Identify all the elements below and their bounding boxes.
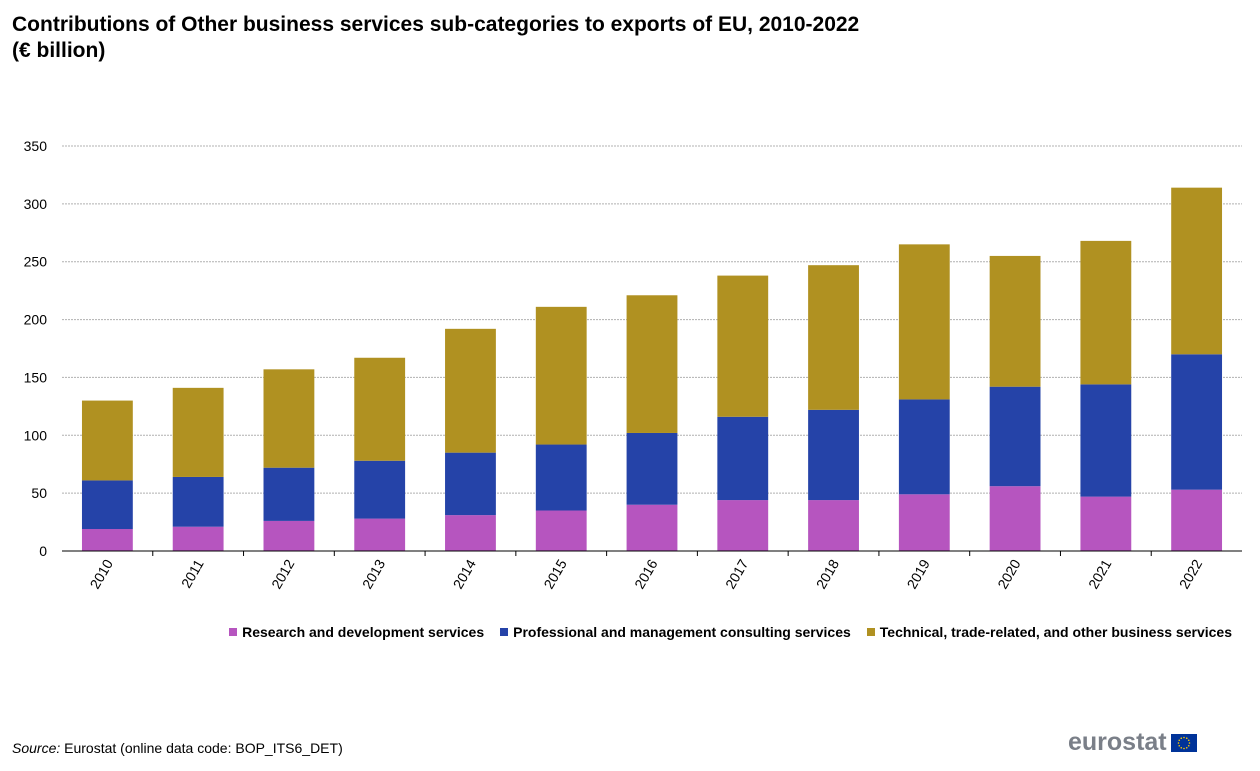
- legend-swatch: [866, 628, 875, 636]
- bar-segment-research: [1171, 489, 1223, 551]
- source-text: Eurostat (online data code: BOP_ITS6_DET…: [60, 740, 343, 756]
- chart-title: Contributions of Other business services…: [12, 12, 859, 64]
- x-tick-label: 2010: [87, 556, 117, 591]
- bar-segment-technical: [1171, 187, 1223, 355]
- y-tick-label: 350: [24, 138, 48, 154]
- flag-star: [1182, 736, 1185, 738]
- bar-segment-professional: [626, 432, 678, 505]
- bar-segment-research: [445, 515, 496, 551]
- legend: Research and development services Profess…: [0, 624, 1232, 640]
- axes: 0 50 100 150 200 250 300 350 2010 2011 2012 2013 201…: [24, 138, 1242, 591]
- x-tick-label: 2016: [631, 556, 661, 591]
- flag-star: [1185, 746, 1188, 749]
- bar-segment-technical: [626, 295, 678, 433]
- bar-segment-technical: [354, 357, 406, 461]
- flag-star: [1178, 744, 1180, 747]
- bar-segment-professional: [81, 480, 133, 530]
- bar-segment-professional: [172, 476, 224, 527]
- x-tick-label: 2015: [540, 556, 570, 591]
- bar-segment-research: [81, 529, 133, 551]
- legend-item: Professional and management consulting s…: [500, 624, 851, 640]
- x-tick-label: 2018: [813, 556, 843, 591]
- bar-segment-research: [808, 500, 859, 551]
- bar-segment-technical: [535, 306, 587, 445]
- x-tick-label: 2017: [722, 556, 752, 591]
- y-tick-label: 0: [39, 543, 47, 559]
- bar-segment-professional: [354, 460, 406, 519]
- bar-segment-research: [626, 504, 678, 551]
- bar-segment-technical: [898, 244, 950, 400]
- bar-segment-professional: [1080, 384, 1132, 497]
- flag-star: [1180, 746, 1182, 749]
- flag-star: [1177, 741, 1179, 744]
- flag-star: [1187, 744, 1190, 747]
- bar-segment-research: [989, 486, 1041, 551]
- legend-item: Research and development services: [229, 624, 484, 640]
- flag-star: [1182, 747, 1185, 749]
- flag-star: [1188, 741, 1190, 744]
- chart-title-line1: Contributions of Other business services…: [12, 13, 860, 36]
- bar-segment-professional: [535, 444, 587, 511]
- x-tick-label: 2011: [178, 556, 207, 590]
- legend-label: Technical, trade-related, and other busi…: [879, 624, 1232, 640]
- y-tick-label: 100: [24, 427, 48, 443]
- flag-star: [1180, 736, 1182, 739]
- eu-flag-icon: [1170, 733, 1197, 752]
- bar-segment-professional: [898, 399, 950, 495]
- bar-segment-professional: [263, 467, 315, 521]
- bar-segment-research: [535, 510, 587, 551]
- bar-segment-technical: [445, 328, 496, 453]
- legend-label: Professional and management consulting s…: [513, 624, 851, 640]
- x-tick-label: 2013: [359, 556, 389, 591]
- y-tick-label: 300: [24, 196, 48, 212]
- eurostat-logo: eurostat: [1068, 728, 1197, 757]
- bar-segment-professional: [989, 386, 1041, 487]
- y-tick-label: 250: [24, 254, 48, 270]
- bar-segment-technical: [172, 387, 224, 477]
- flag-star: [1185, 736, 1188, 739]
- bar-segment-research: [717, 500, 769, 551]
- flag-star: [1178, 738, 1180, 741]
- source-note: Source: Eurostat (online data code: BOP_…: [12, 740, 343, 756]
- logo-text: eurostat: [1068, 728, 1167, 756]
- bar-segment-professional: [717, 416, 769, 501]
- y-tick-label: 50: [31, 485, 47, 501]
- legend-label: Research and development services: [242, 624, 485, 640]
- y-tick-label: 200: [24, 312, 48, 328]
- bar-segment-technical: [81, 400, 133, 481]
- flag-star: [1187, 738, 1190, 741]
- bar-segment-professional: [1171, 354, 1223, 490]
- x-tick-label: 2014: [450, 556, 480, 591]
- bar-segment-research: [354, 518, 406, 551]
- source-label: Source:: [12, 740, 61, 756]
- legend-swatch: [500, 628, 509, 636]
- bar-segment-research: [263, 520, 315, 551]
- bar-segment-technical: [1080, 240, 1132, 385]
- bars: [81, 187, 1223, 551]
- legend-item: Technical, trade-related, and other busi…: [866, 624, 1232, 640]
- y-tick-label: 150: [24, 369, 48, 385]
- chart-title-line2: (€ billion): [12, 39, 106, 62]
- bar-segment-research: [172, 526, 224, 551]
- bar-segment-professional: [445, 452, 496, 516]
- x-tick-label: 2020: [994, 556, 1024, 591]
- stacked-bar-chart: 0 50 100 150 200 250 300 350 2010 2011 2012 2013 201…: [24, 138, 1242, 591]
- legend-swatch: [229, 628, 238, 636]
- x-tick-label: 2021: [1085, 556, 1115, 591]
- bar-segment-research: [1080, 496, 1132, 551]
- x-tick-label: 2022: [1176, 556, 1206, 591]
- x-tick-label: 2012: [268, 556, 298, 591]
- x-tick-label: 2019: [903, 556, 933, 591]
- bar-segment-technical: [989, 255, 1041, 387]
- bar-segment-research: [898, 494, 950, 551]
- bar-segment-technical: [717, 275, 769, 417]
- bar-segment-professional: [808, 409, 859, 501]
- bar-segment-technical: [808, 265, 859, 410]
- bar-segment-technical: [263, 369, 315, 468]
